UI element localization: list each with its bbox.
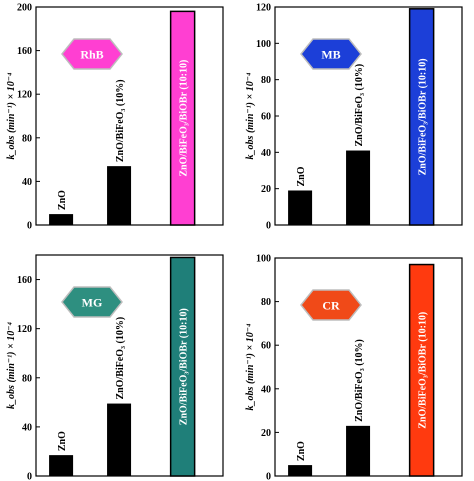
bar-category-label: ZnO: [296, 166, 307, 186]
y-tick-label: 0: [27, 221, 32, 232]
y-tick-label: 60: [261, 112, 271, 123]
dye-badge: [300, 289, 362, 321]
bar-category-label: ZnO/BiFeO₃ (10%): [115, 79, 126, 162]
bar-3: [408, 8, 435, 226]
bar-category-label: ZnO: [57, 431, 68, 451]
y-tick-label: 80: [22, 133, 32, 144]
y-tick-label: 100: [256, 254, 271, 265]
y-tick-label: 20: [261, 184, 271, 195]
y-axis-label: k_obs (min⁻¹) × 10⁻⁴: [6, 72, 17, 159]
y-axis-label: k_obs (min⁻¹) × 10⁻⁴: [6, 322, 17, 409]
bar-category-label: ZnO/BiFeO₃ (10%): [354, 64, 365, 147]
chart-panel-mb: 0 20 40 60 80 100 120 k_obs (min⁻¹) × 10⁻⁴ ZnO Zn…: [245, 3, 463, 232]
dye-badge: [300, 38, 362, 70]
y-tick-label: 120: [17, 324, 32, 335]
y-tick-label: 100: [256, 39, 271, 50]
y-tick-label: 40: [22, 422, 32, 433]
y-tick-label: 160: [17, 46, 32, 57]
bar-category-label: ZnO: [57, 190, 68, 210]
bar-category-label: ZnO/BiFeO₃/BiOBr (10:10): [418, 312, 429, 429]
y-tick-label: 80: [261, 75, 271, 86]
y-tick-label: 120: [17, 90, 32, 101]
bar-2: [107, 166, 132, 225]
dye-badge: [61, 286, 123, 318]
dye-badge: [61, 38, 123, 70]
bar-3: [408, 263, 435, 477]
y-tick-label: 80: [22, 373, 32, 384]
dye-badge-label: MG: [82, 296, 103, 310]
y-tick-label: 0: [266, 472, 271, 481]
y-tick-label: 40: [22, 177, 32, 188]
y-axis-label: k_obs (min⁻¹) × 10⁻⁴: [245, 72, 256, 159]
dye-badge-label: MB: [321, 48, 340, 62]
bar-category-label: ZnO/BiFeO₃ (10%): [354, 339, 365, 422]
bar-category-label: ZnO/BiFeO₃/BiOBr (10:10): [179, 60, 190, 177]
y-tick-label: 20: [261, 428, 271, 439]
y-axis-label: k_obs (min⁻¹) × 10⁻⁴: [245, 323, 256, 410]
chart-panel-rhb: 0 40 80 120 160 200 k_obs (min⁻¹) × 10⁻⁴ ZnO ZnO…: [6, 3, 224, 232]
y-tick-label: 160: [17, 275, 32, 286]
bar-category-label: ZnO/BiFeO₃ (10%): [115, 317, 126, 400]
y-tick-label: 40: [261, 384, 271, 395]
chart-panel-cr: 0 20 40 60 80 100 k_obs (min⁻¹) × 10⁻⁴ ZnO ZnO/B…: [245, 254, 463, 481]
bar-2: [346, 150, 371, 225]
y-tick-label: 0: [266, 221, 271, 232]
bar-category-label: ZnO: [296, 441, 307, 461]
bar-1: [288, 465, 313, 476]
bar-2: [107, 403, 132, 476]
y-tick-label: 60: [261, 341, 271, 352]
bar-1: [288, 190, 313, 225]
y-tick-label: 40: [261, 148, 271, 159]
y-tick-label: 120: [256, 3, 271, 14]
dye-badge-label: RhB: [80, 48, 103, 62]
chart-panel-mg: 0 40 80 120 160 k_obs (min⁻¹) × 10⁻⁴ ZnO ZnO/Bi…: [6, 254, 224, 481]
bar-category-label: ZnO/BiFeO₃/BiOBr (10:10): [179, 308, 190, 425]
bar-2: [346, 425, 371, 476]
y-tick-label: 80: [261, 297, 271, 308]
bar-category-label: ZnO/BiFeO₃/BiOBr (10:10): [418, 58, 429, 175]
bar-3: [169, 256, 196, 477]
dye-badge-label: CR: [322, 299, 340, 313]
bar-3: [169, 10, 196, 226]
y-tick-label: 0: [27, 472, 32, 481]
bar-1: [49, 455, 74, 476]
bar-1: [49, 214, 74, 225]
y-tick-label: 200: [17, 3, 32, 14]
